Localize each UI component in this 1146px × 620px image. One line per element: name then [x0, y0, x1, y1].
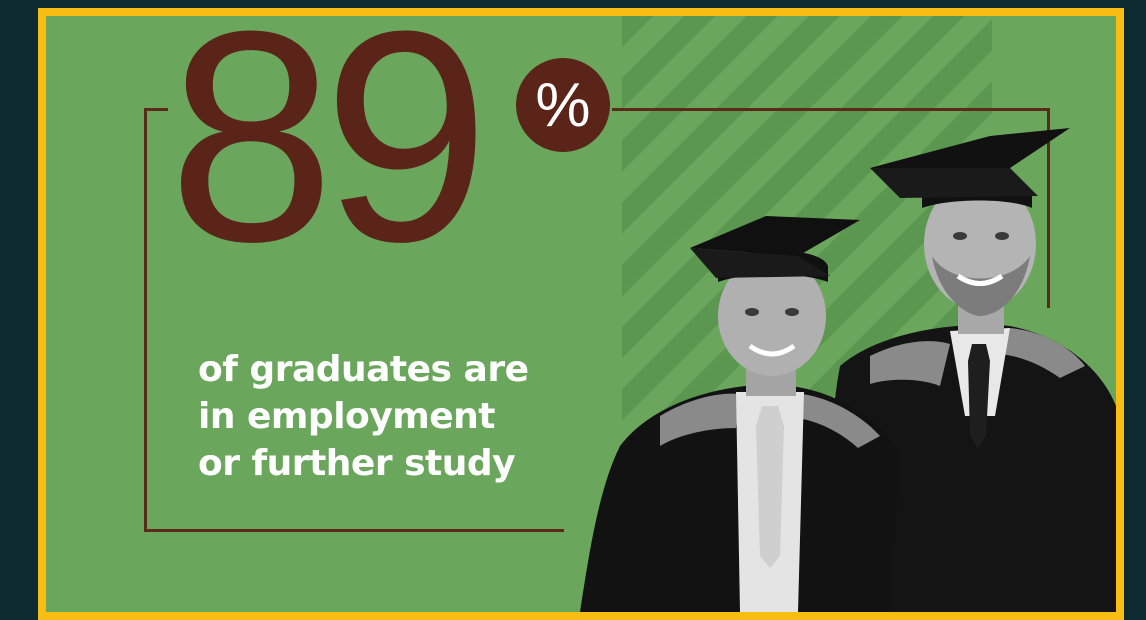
caption-line-1: of graduates are: [198, 349, 529, 390]
frame-right: [1047, 108, 1050, 308]
stat-number: 89: [168, 8, 490, 304]
frame-top-right: [612, 108, 1050, 111]
percent-badge: %: [516, 58, 610, 152]
caption-line-3: or further study: [198, 443, 516, 484]
graduates-photo: [580, 128, 1116, 612]
graduate-stat-card: 89 % of graduates are in employment or f…: [38, 8, 1124, 620]
stat-caption: of graduates are in employment or furthe…: [198, 346, 529, 487]
frame-top-left: [144, 108, 168, 111]
graduate-left: [580, 216, 900, 612]
frame-bottom: [144, 529, 564, 532]
frame-left: [144, 108, 147, 532]
graduate-right: [829, 128, 1116, 612]
caption-line-2: in employment: [198, 396, 496, 437]
